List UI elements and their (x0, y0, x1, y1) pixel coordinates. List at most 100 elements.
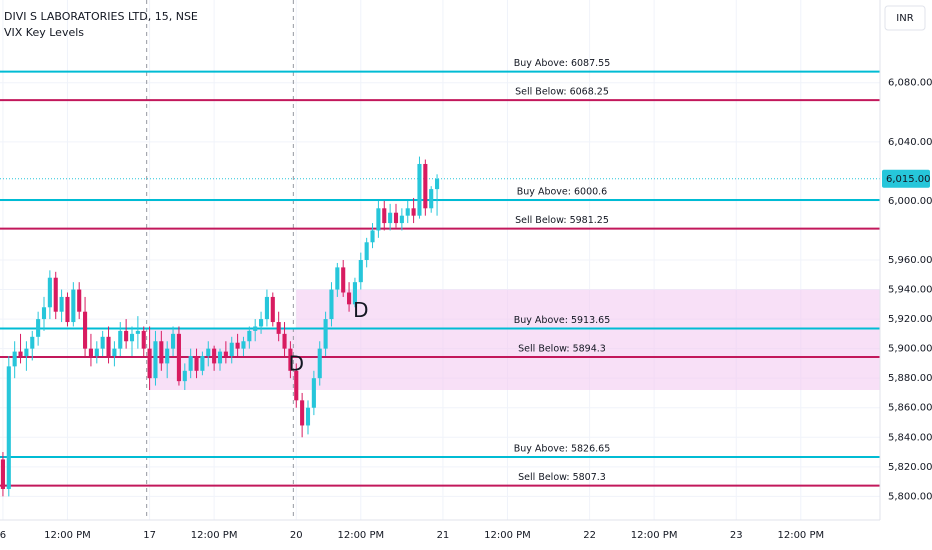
candle-body (393, 212, 399, 224)
level-label: Sell Below: 5894.3 (518, 344, 606, 355)
candle-body (129, 333, 135, 342)
candle-body (311, 378, 316, 408)
candle-body (429, 189, 434, 209)
candle-body (100, 336, 105, 349)
candle-body (118, 330, 123, 349)
candle-body (352, 282, 357, 305)
annotation: D (289, 351, 304, 375)
y-tick-label: 5,800.00 (888, 491, 932, 502)
y-tick-label: 6,040.00 (888, 137, 932, 148)
candle-body (71, 289, 76, 323)
candle-body (347, 292, 352, 305)
y-tick-label: 5,920.00 (888, 314, 932, 325)
candle-body (6, 366, 11, 489)
candle-body (259, 319, 264, 327)
candle-body (288, 348, 293, 371)
last-price-box (882, 169, 930, 188)
candle-body (18, 351, 23, 357)
candle-body (376, 208, 381, 231)
candle-body (112, 348, 117, 357)
candle-body (417, 163, 422, 216)
last-price-label: 6,015.00 (886, 174, 931, 185)
y-tick-label: 5,860.00 (888, 403, 932, 414)
candle-body (411, 208, 416, 216)
candle-body (53, 277, 58, 312)
candle-body (176, 333, 181, 382)
level-label: Buy Above: 5913.65 (514, 315, 611, 326)
candle-body (223, 351, 228, 357)
candle-body (358, 260, 363, 283)
y-tick-label: 5,900.00 (888, 344, 932, 355)
level-label: Sell Below: 6068.25 (515, 87, 609, 98)
currency-label[interactable]: INR (896, 13, 913, 24)
candle-body (194, 356, 199, 371)
candle-body (294, 370, 299, 401)
candle-body (235, 342, 240, 349)
candle-body (206, 348, 211, 357)
y-tick-label: 5,940.00 (888, 285, 932, 296)
candle-body (77, 289, 82, 312)
candle-body (364, 242, 369, 260)
x-tick-label: 17 (143, 530, 156, 541)
candle-body (264, 296, 269, 320)
level-label: Buy Above: 6000.6 (517, 187, 607, 198)
candle-body (24, 348, 29, 357)
candle-body (147, 348, 152, 379)
candle-body (12, 351, 17, 367)
candle-body (59, 296, 64, 312)
x-tick-label: 12:00 PM (484, 530, 531, 541)
candle-body (435, 178, 440, 190)
x-tick-label: 12:00 PM (631, 530, 678, 541)
candle-body (329, 289, 334, 320)
candle-body (159, 341, 164, 364)
y-tick-label: 5,820.00 (888, 462, 932, 473)
y-tick-label: 5,880.00 (888, 373, 932, 384)
candle-body (270, 296, 275, 323)
candle-body (41, 307, 47, 320)
candle-body (341, 267, 346, 293)
x-tick-label: 12:00 PM (44, 530, 91, 541)
candle-body (94, 348, 99, 357)
candle-body (36, 319, 41, 337)
candle-body (200, 356, 205, 371)
candle-body (30, 336, 35, 349)
candle-body (323, 319, 328, 349)
candle-body (247, 330, 252, 342)
x-tick-label: 20 (290, 530, 303, 541)
candle-body (212, 348, 217, 364)
currency-button[interactable] (884, 5, 926, 31)
candle-body (171, 333, 176, 349)
candle-body (165, 348, 170, 364)
candle-body (241, 341, 246, 349)
candle-body (276, 322, 281, 334)
candle-body (335, 267, 340, 290)
candle-body (124, 330, 129, 342)
level-label: Sell Below: 5981.25 (515, 215, 609, 226)
y-tick-label: 6,000.00 (888, 196, 932, 207)
candle-body (305, 407, 311, 426)
candle-body (83, 311, 88, 349)
y-tick-label: 5,840.00 (888, 432, 932, 443)
level-label: Buy Above: 5826.65 (514, 443, 611, 454)
candle-body (217, 351, 223, 364)
candle-body (405, 208, 410, 216)
candle-body (229, 342, 234, 357)
candle-body (153, 341, 158, 379)
candle-body (141, 330, 146, 349)
candle-body (282, 333, 287, 349)
annotation: D (353, 298, 368, 322)
candle-body (382, 208, 387, 224)
x-tick-label: 12:00 PM (191, 530, 238, 541)
x-tick-label: 6 (0, 530, 6, 541)
candle-body (88, 348, 93, 357)
candle-body (65, 296, 70, 323)
candle-body (188, 356, 193, 371)
candle-body (106, 336, 111, 357)
x-tick-label: 22 (583, 530, 596, 541)
candle-body (47, 277, 52, 308)
candle-body (317, 348, 322, 379)
candle-body (0, 459, 5, 489)
candle-body (135, 330, 140, 334)
candle-body (370, 230, 375, 243)
